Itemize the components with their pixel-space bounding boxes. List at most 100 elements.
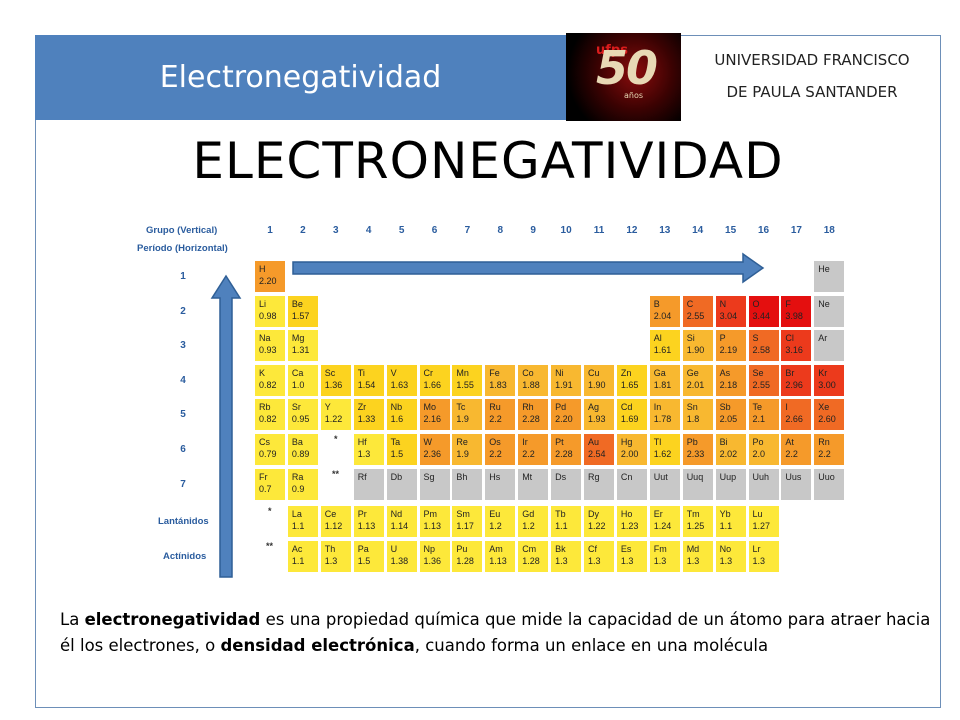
element-symbol: Ag xyxy=(588,402,600,413)
element-symbol: Pr xyxy=(357,509,367,519)
element-symbol: Se xyxy=(752,367,764,378)
element-electronegativity: 1.3 xyxy=(357,449,371,459)
element-symbol: Cs xyxy=(259,437,270,447)
element-symbol: La xyxy=(291,509,302,519)
element-cell: Ti 1.54 xyxy=(352,363,385,397)
element-cell: Li 0.98 xyxy=(254,294,286,328)
element-cell: Nd 1.14 xyxy=(385,505,418,538)
element-symbol: Pa xyxy=(357,544,369,554)
element-cell: Br 2.96 xyxy=(780,363,813,397)
element-symbol: Bk xyxy=(555,544,566,554)
element-cell: Cf 1.3 xyxy=(583,540,615,573)
element-symbol: Uut xyxy=(653,471,668,482)
element-electronegativity: 2.2 xyxy=(522,449,535,459)
element-electronegativity: 1.31 xyxy=(291,345,310,356)
element-electronegativity: 0.9 xyxy=(291,483,305,494)
element-cell: Ge 2.01 xyxy=(681,363,714,397)
element-electronegativity: 1.65 xyxy=(620,379,639,390)
element-electronegativity: 1.36 xyxy=(324,379,343,390)
paragraph-bold-1: electronegatividad xyxy=(84,610,261,629)
element-electronegativity: 1.28 xyxy=(522,556,540,566)
element-symbol: Zn xyxy=(620,367,632,378)
element-symbol: Kr xyxy=(818,367,828,378)
element-symbol: Ba xyxy=(291,437,303,447)
element-symbol: Yb xyxy=(719,509,731,519)
element-symbol: Am xyxy=(489,544,503,554)
element-symbol: Uuh xyxy=(752,471,770,482)
element-electronegativity: 3.00 xyxy=(818,379,836,390)
element-electronegativity: 1.0 xyxy=(291,379,305,390)
element-cell: Zr 1.33 xyxy=(352,398,385,432)
element-cell: C 2.55 xyxy=(681,294,714,328)
group-number: 15 xyxy=(725,225,737,236)
element-cell: Cs 0.79 xyxy=(254,433,286,466)
element-symbol: Uup xyxy=(719,471,737,482)
element-cell: Os 2.2 xyxy=(484,433,517,466)
element-electronegativity: 3.98 xyxy=(785,310,803,321)
element-symbol: Rg xyxy=(588,471,600,482)
element-cell: Cu 1.90 xyxy=(583,363,615,397)
element-cell: Pd 2.20 xyxy=(550,398,583,432)
element-cell: Pa 1.5 xyxy=(352,540,385,573)
element-symbol: Zr xyxy=(357,402,367,413)
element-cell: He xyxy=(813,260,846,293)
element-cell: Re 1.9 xyxy=(451,433,484,466)
group-number: 4 xyxy=(365,225,372,236)
element-cell: Rg xyxy=(583,467,615,501)
element-cell: Mt xyxy=(517,467,550,501)
element-cell: Yb 1.1 xyxy=(714,505,747,538)
element-symbol: Be xyxy=(291,298,303,309)
element-symbol: Fm xyxy=(653,544,667,554)
element-symbol: Bh xyxy=(456,471,468,482)
element-cell: Sb 2.05 xyxy=(714,398,747,432)
period-number: 3 xyxy=(180,340,186,352)
element-electronegativity: 1.3 xyxy=(686,556,700,566)
element-symbol: Pt xyxy=(555,437,564,447)
element-electronegativity: 3.44 xyxy=(752,310,771,321)
element-cell: Cm 1.28 xyxy=(517,540,550,573)
element-symbol: Mg xyxy=(291,333,305,344)
element-electronegativity: 1.90 xyxy=(588,379,606,390)
element-symbol: Cn xyxy=(620,471,633,482)
element-symbol: Fr xyxy=(259,471,268,482)
element-electronegativity: 2.28 xyxy=(555,449,573,459)
element-cell: W 2.36 xyxy=(418,433,451,466)
element-symbol: Ir xyxy=(522,437,528,447)
element-cell: Sr 0.95 xyxy=(286,398,319,432)
group-number: 1 xyxy=(267,225,273,236)
element-cell: Es 1.3 xyxy=(615,540,648,573)
element-symbol: Cf xyxy=(588,544,597,554)
element-cell: Pr 1.13 xyxy=(352,505,385,538)
element-symbol: Hf xyxy=(357,437,367,447)
logo-sub-text: años xyxy=(624,91,644,100)
element-symbol: Sg xyxy=(423,471,435,482)
element-cell: Ga 1.81 xyxy=(648,363,681,397)
element-cell: Uuq xyxy=(681,467,714,501)
university-line-1: UNIVERSIDAD FRANCISCO xyxy=(714,51,910,69)
element-cell: H 2.20 xyxy=(254,260,286,293)
element-electronegativity: 1.1 xyxy=(719,521,733,531)
element-electronegativity: 1.78 xyxy=(653,414,672,425)
element-symbol: Dy xyxy=(588,509,599,519)
university-line-2: DE PAULA SANTANDER xyxy=(726,83,898,101)
element-electronegativity: 1.38 xyxy=(390,556,409,566)
element-symbol: Co xyxy=(522,367,534,378)
element-electronegativity: 1.3 xyxy=(555,556,568,566)
element-electronegativity: 2.16 xyxy=(423,414,442,425)
element-cell: Cd 1.69 xyxy=(615,398,648,432)
element-cell: Po 2.0 xyxy=(747,433,780,466)
element-electronegativity: 2.18 xyxy=(719,379,738,390)
element-electronegativity: 1.25 xyxy=(686,521,705,531)
element-symbol: Re xyxy=(456,437,468,447)
element-cell: Pu 1.28 xyxy=(451,540,484,573)
university-name: UNIVERSIDAD FRANCISCO DE PAULA SANTANDER xyxy=(683,35,941,120)
element-electronegativity: 1.2 xyxy=(489,521,502,531)
element-electronegativity: 2.2 xyxy=(785,449,798,459)
element-cell: Fm 1.3 xyxy=(648,540,681,573)
element-symbol: Bi xyxy=(719,437,728,447)
element-electronegativity: 2.2 xyxy=(818,449,831,459)
main-title: ELECTRONEGATIVIDAD xyxy=(192,132,784,190)
element-symbol: Ac xyxy=(291,544,303,554)
element-cell: V 1.63 xyxy=(385,363,418,397)
element-cell: Ta 1.5 xyxy=(385,433,418,466)
